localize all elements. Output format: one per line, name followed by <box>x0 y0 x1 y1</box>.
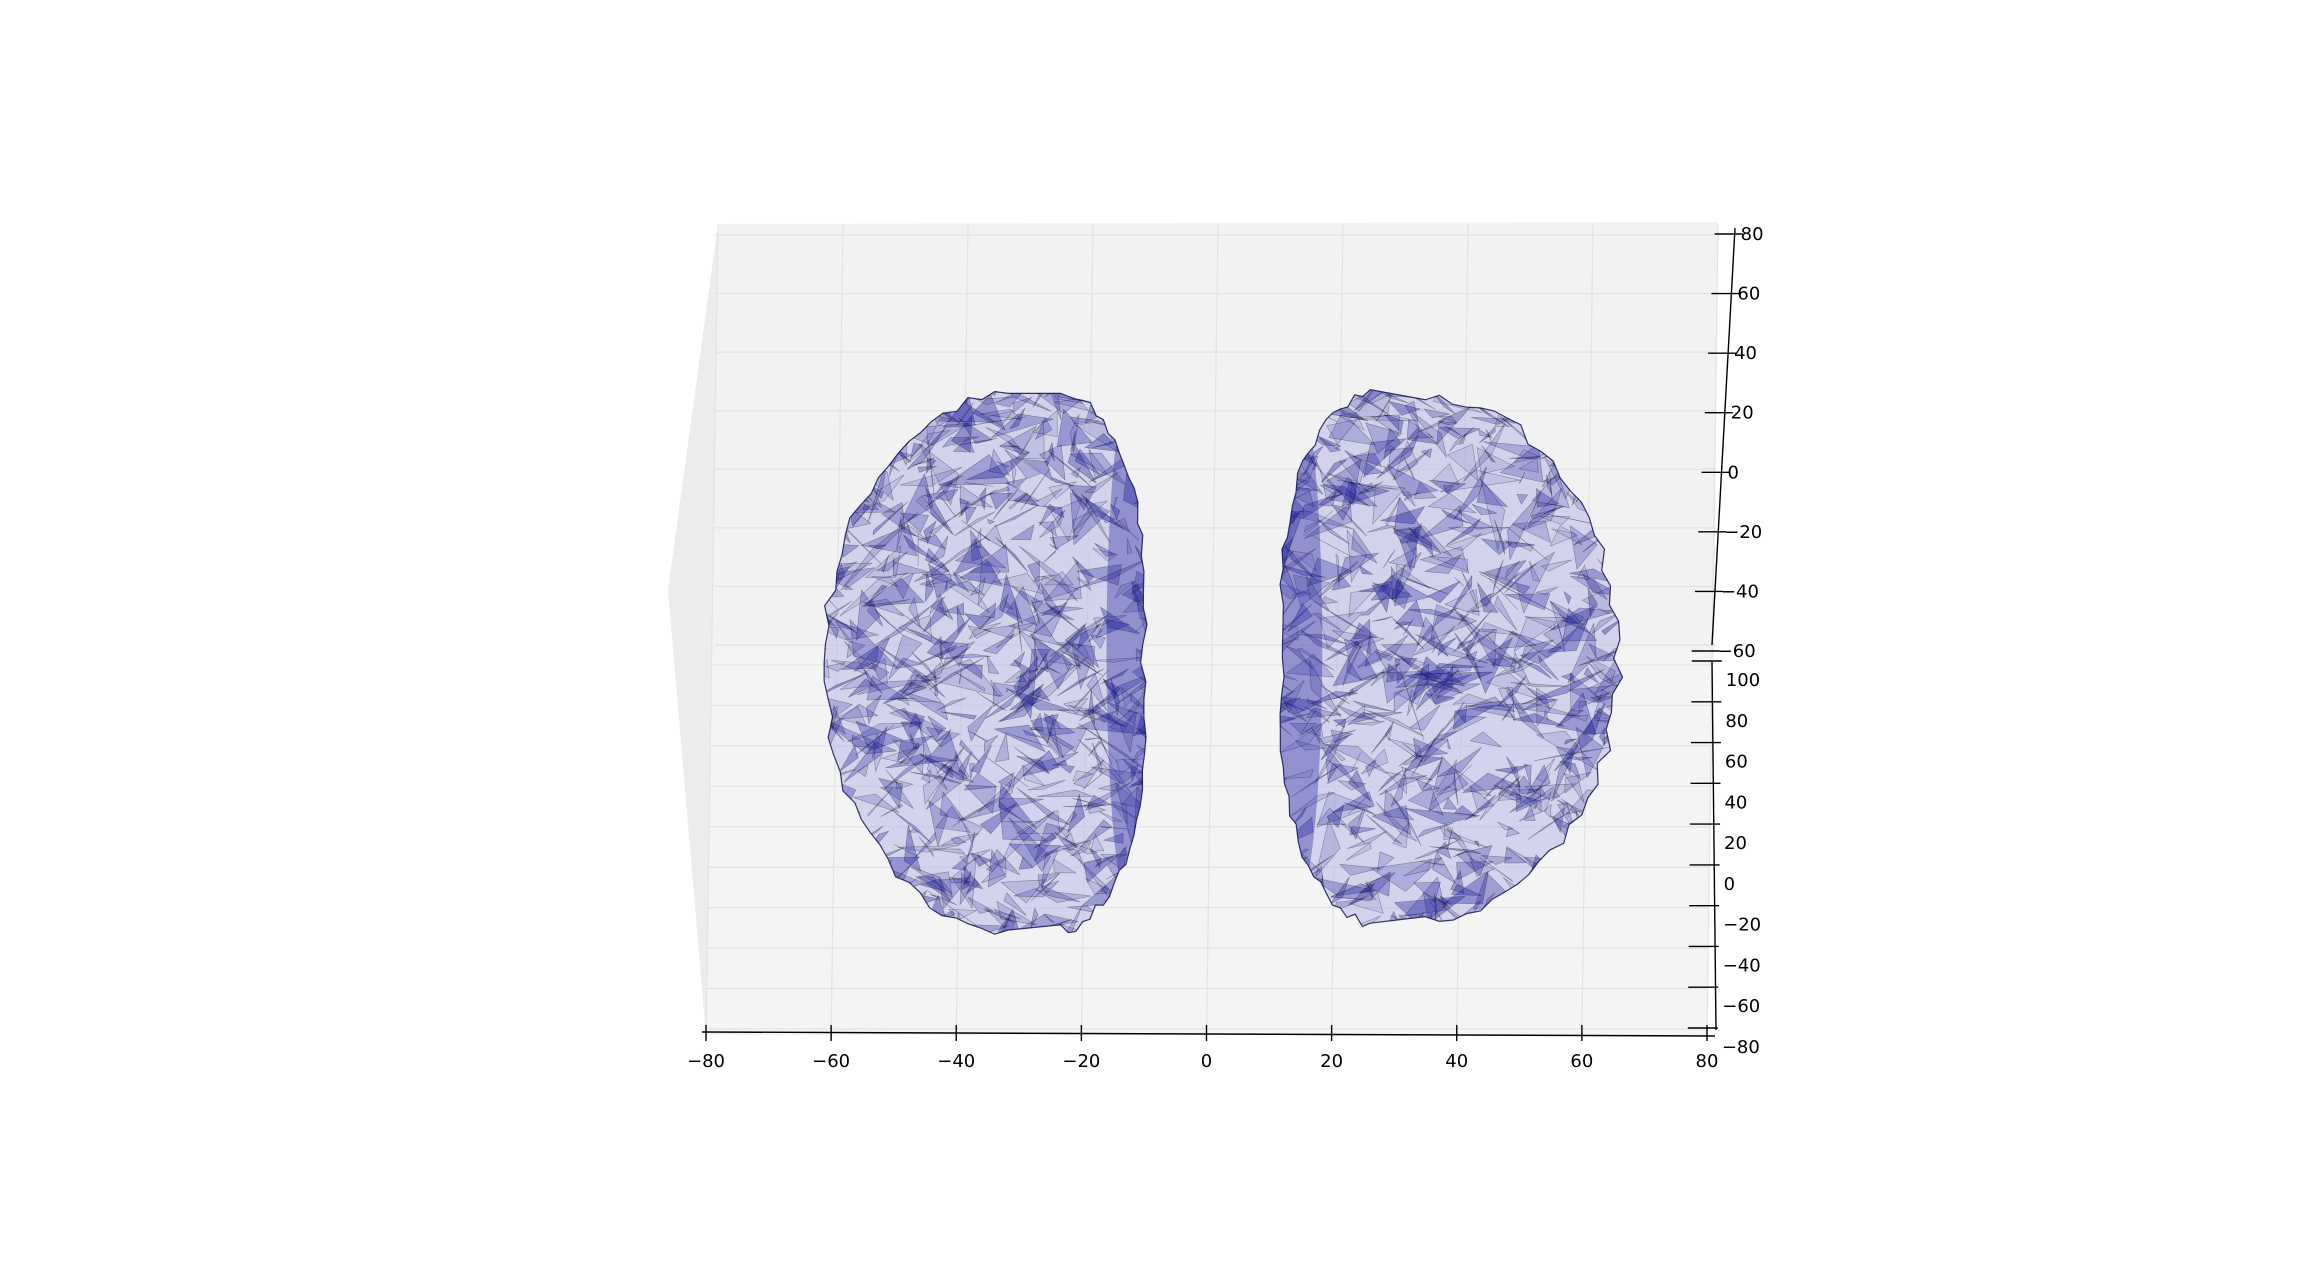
z-tick-label: −60 <box>1718 641 1756 662</box>
x-tick-label: 60 <box>1570 1051 1593 1072</box>
y-tick-label: −40 <box>1723 955 1761 976</box>
y-tick-label: −20 <box>1723 915 1761 936</box>
z-tick-label: 80 <box>1741 224 1764 245</box>
y-tick-label: −80 <box>1722 1037 1760 1058</box>
x-tick-label: −40 <box>937 1051 975 1072</box>
y-axis-line <box>1712 662 1716 1030</box>
x-tick-label: 80 <box>1696 1051 1719 1072</box>
y-tick-label: −60 <box>1722 996 1760 1017</box>
x-tick-label: −60 <box>812 1051 850 1072</box>
y-tick-label: 0 <box>1724 874 1735 895</box>
y-tick-label: 40 <box>1724 792 1747 813</box>
x-tick-label: −20 <box>1062 1051 1100 1072</box>
x-tick-label: 20 <box>1320 1051 1343 1072</box>
y-tick-label: 80 <box>1725 711 1748 732</box>
z-tick-label: 0 <box>1728 462 1739 483</box>
y-tick-label: 60 <box>1725 752 1748 773</box>
z-tick-label: 20 <box>1731 403 1754 424</box>
x-tick-label: 0 <box>1201 1051 1212 1072</box>
y-tick-label: 20 <box>1724 833 1747 854</box>
y-tick-label: 100 <box>1726 670 1760 691</box>
z-tick-label: 60 <box>1737 284 1760 305</box>
z-tick-label: −20 <box>1724 522 1762 543</box>
x-tick-label: −80 <box>687 1051 725 1072</box>
x-tick-label: 40 <box>1445 1051 1468 1072</box>
z-tick-label: −40 <box>1721 581 1759 602</box>
z-tick-label: 40 <box>1734 343 1757 364</box>
